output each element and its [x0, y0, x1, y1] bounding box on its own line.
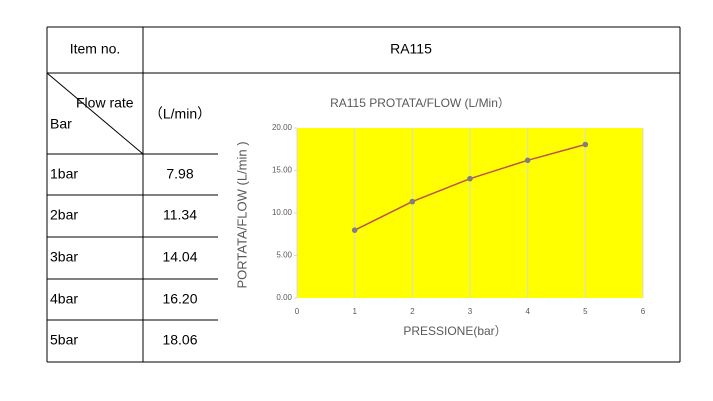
diag-bottom: Bar — [50, 116, 72, 132]
y-tick-label: 5.00 — [276, 251, 292, 260]
y-tick-label: 0.00 — [276, 293, 292, 302]
y-tick-label: 10.00 — [272, 208, 293, 217]
row-value: 7.98 — [166, 166, 193, 182]
row-value: 18.06 — [162, 332, 197, 348]
x-tick-label: 3 — [468, 307, 473, 316]
row-label: 2bar — [50, 207, 78, 223]
row-label: 4bar — [50, 291, 78, 307]
point — [351, 227, 358, 233]
y-axis-label: PORTATA/FLOW (L/min ) — [234, 141, 249, 288]
row-value: 14.04 — [162, 249, 197, 265]
point — [467, 175, 473, 182]
x-tick-label: 4 — [525, 307, 530, 316]
x-tick-label: 2 — [410, 307, 415, 316]
y-tick-label: 20.00 — [272, 123, 293, 132]
header-model: RA115 — [390, 41, 432, 57]
x-tick-label: 6 — [641, 307, 646, 316]
x-tick-label: 1 — [352, 307, 357, 316]
chart-title: RA115 PROTATA/FLOW (L/Min） — [330, 96, 510, 110]
diag-top: Flow rate — [76, 95, 134, 111]
y-tick-label: 15.00 — [272, 166, 293, 175]
x-tick-label: 0 — [295, 307, 300, 316]
header-item: Item no. — [70, 41, 121, 57]
row-label: 1bar — [50, 166, 78, 182]
row-value: 11.34 — [163, 207, 197, 223]
x-axis-label: PRESSIONE(bar） — [403, 324, 506, 338]
point — [409, 198, 416, 205]
point — [582, 141, 589, 148]
row-label: 5bar — [50, 332, 78, 348]
point — [524, 157, 531, 164]
table-lines — [46, 26, 681, 363]
unit: （L/min） — [149, 106, 211, 122]
x-tick-label: 5 — [583, 307, 588, 316]
row-label: 3bar — [50, 249, 78, 265]
row-value: 16.20 — [162, 291, 197, 307]
